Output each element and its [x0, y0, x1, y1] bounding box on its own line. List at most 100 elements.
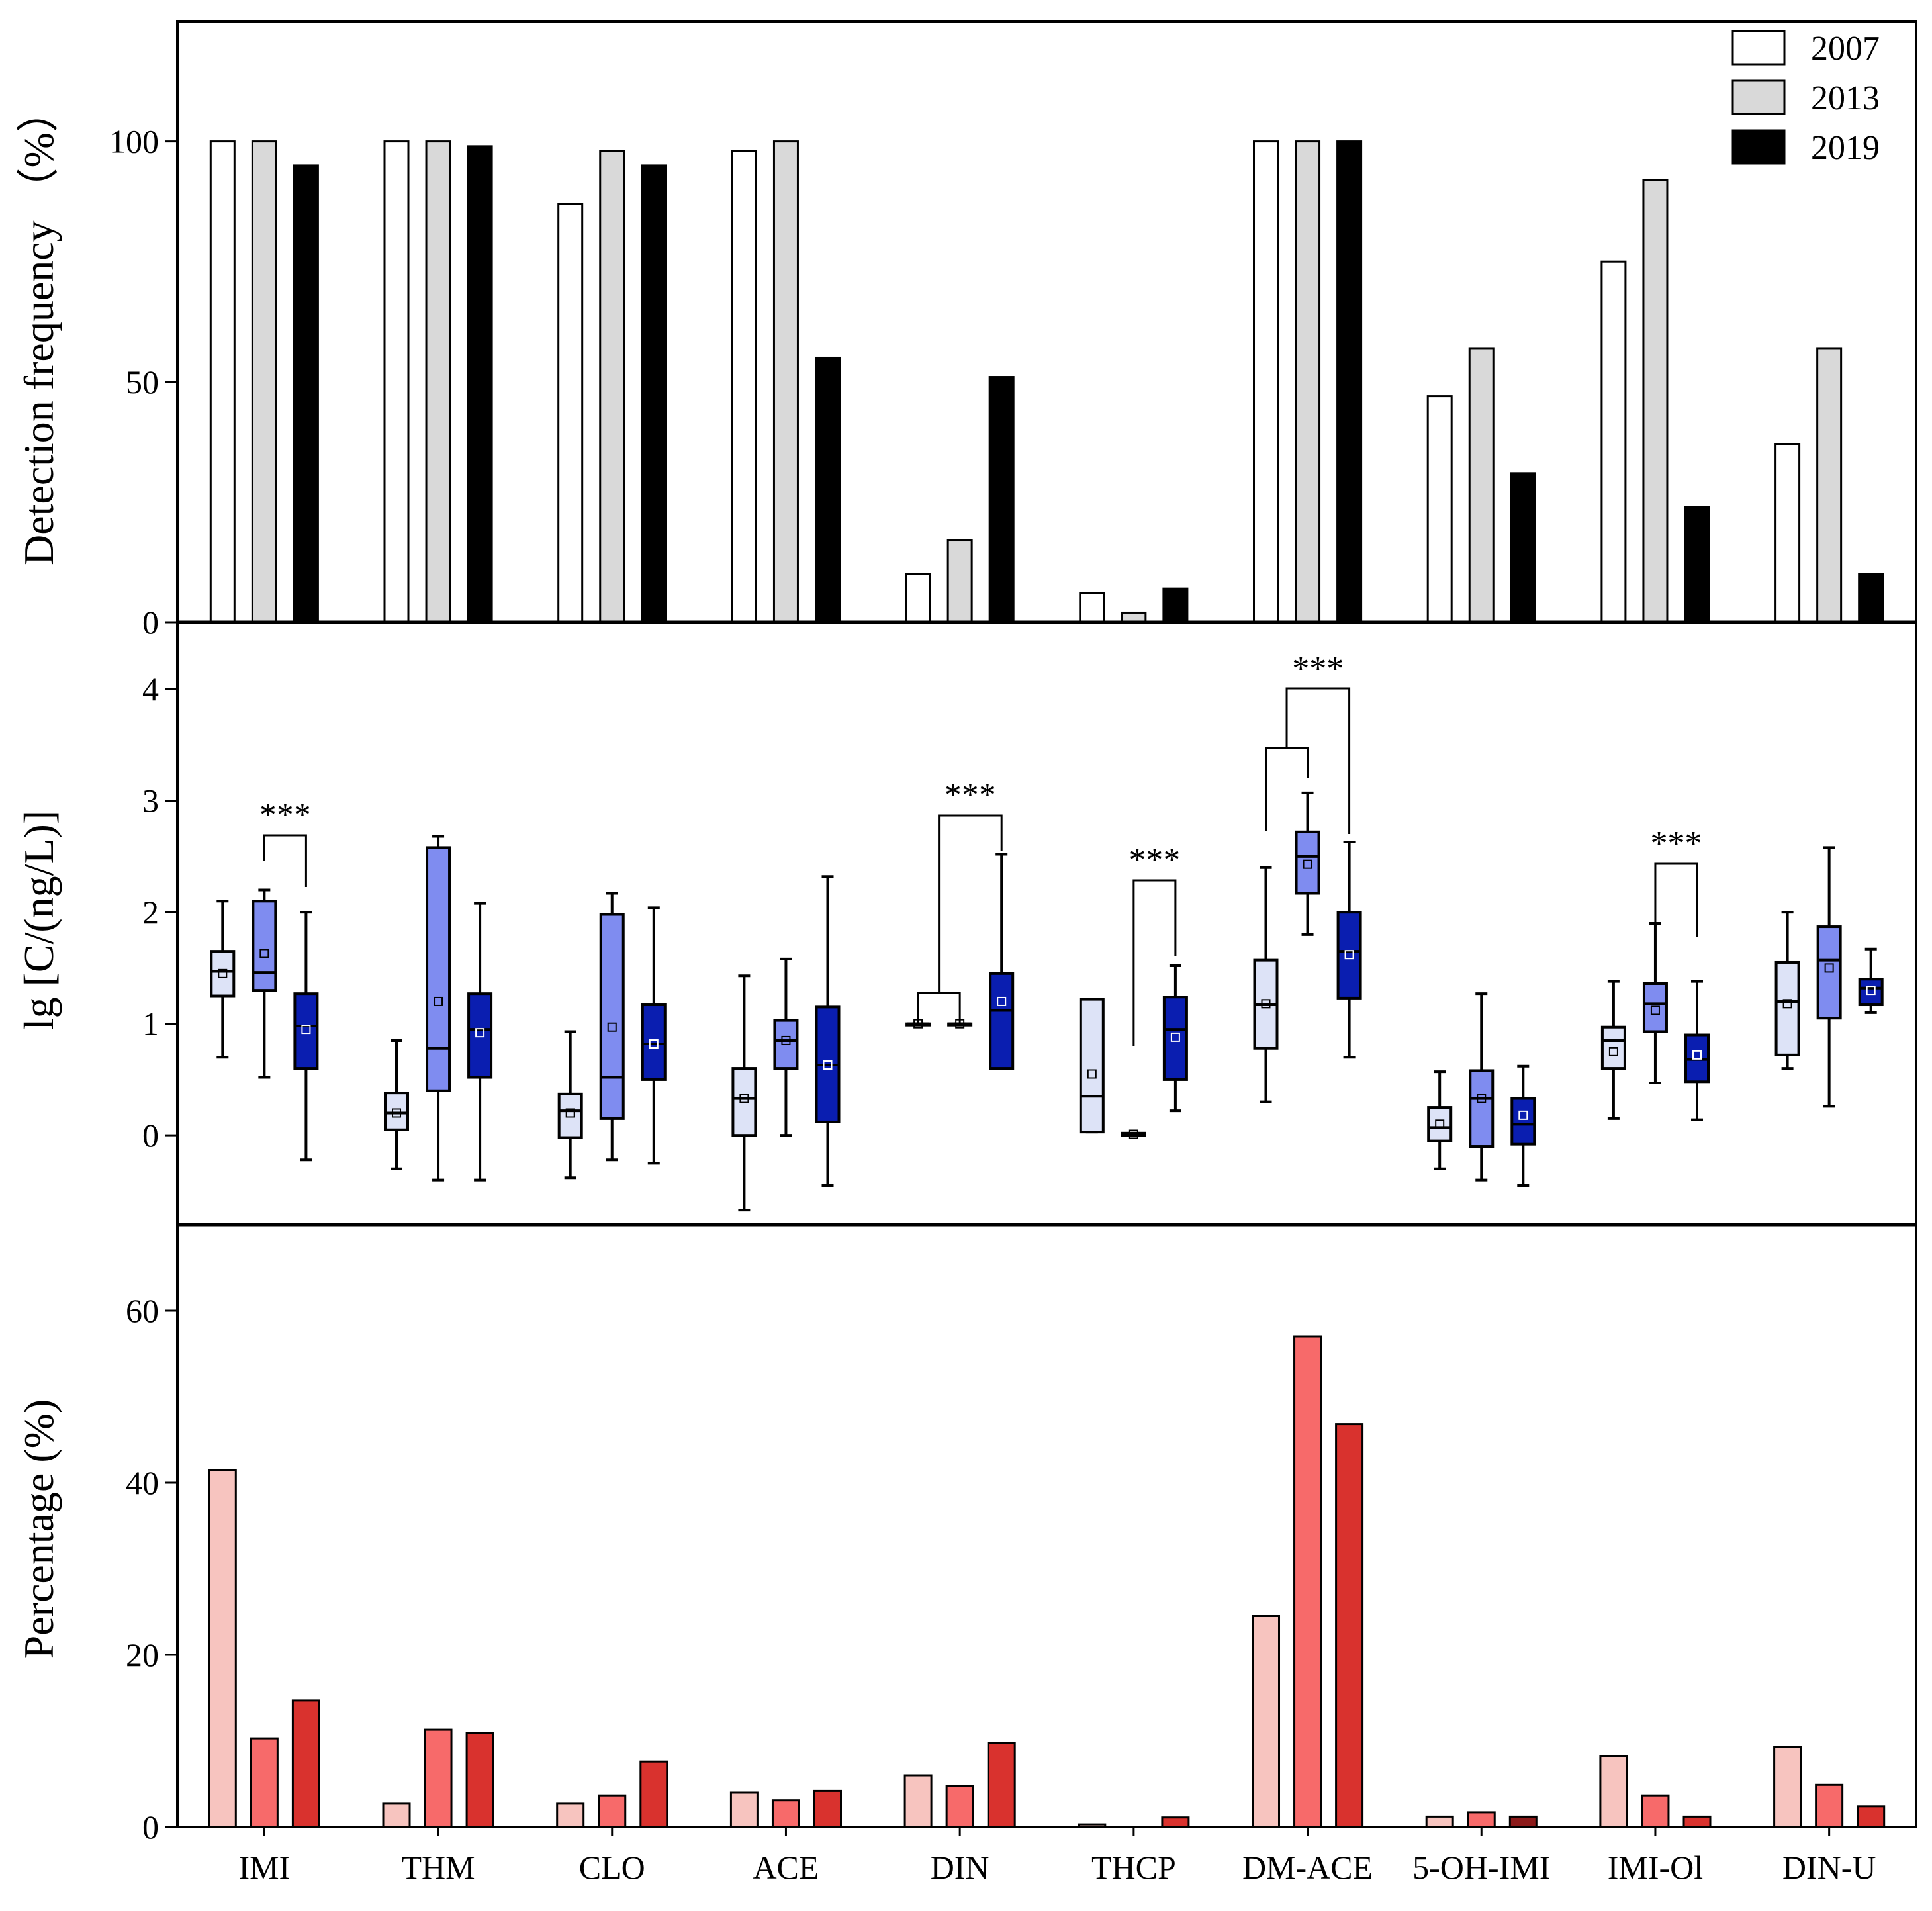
bar-2019 — [987, 1742, 1016, 1828]
mean-marker — [475, 1028, 485, 1038]
x-tick-label: IMI — [238, 1849, 290, 1886]
mean-marker — [1518, 1110, 1528, 1120]
box-2019 — [641, 1003, 667, 1081]
mean-marker — [607, 1022, 617, 1032]
x-tick-label: ACE — [753, 1849, 819, 1886]
bar-2007 — [1426, 395, 1453, 624]
bar-2013 — [1642, 179, 1669, 624]
bar-2019 — [1682, 1815, 1712, 1828]
y-tick-label: 0 — [142, 604, 159, 641]
bar-2019 — [293, 164, 319, 624]
box-2007 — [210, 950, 236, 998]
bar-2007 — [1252, 1615, 1281, 1828]
bar-2019 — [467, 145, 493, 624]
bar-2013 — [1815, 1783, 1844, 1828]
mean-marker — [1477, 1094, 1487, 1103]
bar-2013 — [1295, 140, 1321, 624]
bar-2007 — [1599, 1755, 1628, 1828]
y-axis-title: lg [C/(ng/L)] — [15, 810, 62, 1030]
bar-2007 — [905, 573, 931, 624]
bar-2013 — [251, 140, 277, 624]
y-tick-label: 0 — [142, 1808, 159, 1845]
significance-stars: *** — [1292, 650, 1344, 688]
legend-label: 2013 — [1811, 79, 1880, 117]
box-2019 — [1858, 978, 1884, 1007]
mean-marker — [1866, 986, 1876, 996]
mean-marker — [1782, 999, 1792, 1009]
bar-2013 — [772, 140, 799, 624]
bar-2019 — [988, 376, 1015, 624]
mean-marker — [301, 1025, 311, 1035]
detection-frequency-panel: 0 50 100 Detection frequency （%） 2007 2013 201… — [15, 30, 1884, 641]
bar-2007 — [556, 1802, 585, 1828]
bar-2007 — [731, 150, 757, 624]
bar-2007 — [1774, 443, 1801, 624]
bar-2019 — [1335, 1423, 1364, 1828]
bar-2007 — [557, 203, 584, 624]
y-tick-label: 20 — [126, 1636, 159, 1673]
box-2013 — [1816, 925, 1842, 1020]
mean-marker — [1303, 859, 1312, 869]
x-tick-label: DIN — [931, 1849, 989, 1886]
concentration-boxplot-panel: 0 1 2 3 4 lg [C/(ng/L)] *** *** *** *** *** — [15, 650, 1884, 1212]
mean-marker — [1824, 963, 1834, 973]
bar-2013 — [1468, 347, 1495, 624]
significance-bracket-dmace — [1285, 687, 1351, 834]
mean-marker — [997, 996, 1007, 1006]
box-2013 — [1295, 830, 1320, 895]
bar-2013 — [771, 1799, 800, 1828]
legend-label: 2007 — [1811, 30, 1880, 68]
x-tick-label: IMI-Ol — [1608, 1849, 1703, 1886]
bar-2007 — [382, 1802, 411, 1828]
bar-2019 — [1161, 1816, 1190, 1828]
bar-2007 — [1773, 1746, 1802, 1828]
y-tick-label: 3 — [142, 782, 159, 819]
box-2013 — [1469, 1069, 1495, 1148]
bar-2007 — [1079, 592, 1105, 624]
x-tick-label: THCP — [1091, 1849, 1176, 1886]
significance-bracket-din — [938, 814, 1003, 993]
significance-stars: *** — [259, 796, 311, 834]
y-tick-label: 60 — [126, 1292, 159, 1329]
box-2019 — [1162, 996, 1188, 1081]
significance-stars: *** — [944, 776, 996, 814]
bar-2019 — [1510, 472, 1536, 624]
bar-2013 — [425, 140, 451, 624]
y-tick-label: 50 — [126, 363, 159, 400]
bar-2019 — [1162, 587, 1189, 624]
mean-marker — [1435, 1119, 1445, 1129]
outer-frame — [176, 20, 1917, 1828]
mean-marker — [649, 1039, 659, 1049]
box-2007 — [1079, 998, 1105, 1134]
bar-2007 — [729, 1791, 759, 1828]
bar-2007 — [903, 1774, 933, 1828]
bar-2013 — [424, 1728, 453, 1828]
bar-2019 — [1508, 1815, 1538, 1828]
y-tick-label: 2 — [142, 894, 159, 931]
bar-2019 — [291, 1699, 320, 1828]
y-axis-title: Percentage (%) — [15, 1399, 62, 1659]
bar-2007 — [209, 140, 236, 624]
bar-2019 — [639, 1760, 668, 1828]
bar-2013 — [599, 150, 625, 624]
legend-swatch-2007 — [1731, 30, 1786, 66]
mean-marker — [565, 1108, 575, 1118]
panel-frames — [176, 20, 1917, 1828]
mean-marker — [218, 968, 228, 978]
significance-bracket-imi — [263, 834, 307, 887]
box-2007 — [384, 1092, 410, 1131]
bar-2007 — [1600, 260, 1627, 624]
significance-stars: *** — [1128, 841, 1180, 879]
y-tick-label: 4 — [142, 671, 159, 708]
bar-2013 — [598, 1794, 627, 1828]
box-2007 — [1774, 960, 1800, 1056]
mean-marker — [1087, 1069, 1097, 1079]
bar-2019 — [1336, 140, 1363, 624]
significance-stars: *** — [1650, 825, 1702, 862]
box-2019 — [293, 992, 319, 1070]
box-2013 — [599, 913, 625, 1120]
y-tick-label: 0 — [142, 1117, 159, 1154]
bar-2007 — [1253, 140, 1279, 624]
bar-2019 — [1684, 506, 1710, 624]
